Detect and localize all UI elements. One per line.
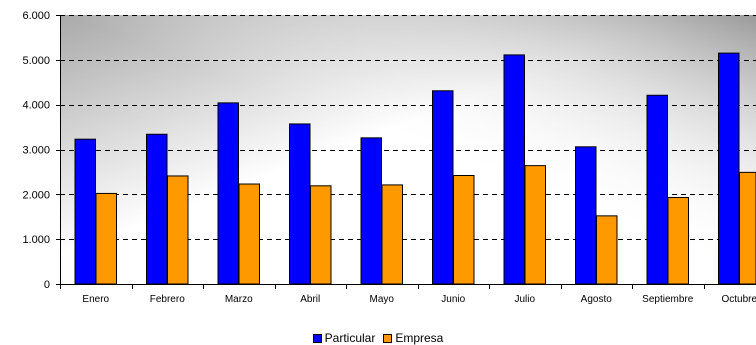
- bar-empresa-marzo: [238, 183, 260, 285]
- axis-labels: 0 1.000 2.000 3.000 4.000 5.000 6.000 Enero Febr…: [22, 10, 756, 305]
- y-tick-label: 6.000: [22, 10, 50, 22]
- legend-swatch-particular: [312, 333, 322, 343]
- bar-particular-enero: [74, 138, 96, 285]
- bar-empresa-julio: [524, 165, 546, 285]
- x-tick-label: Julio: [514, 294, 535, 305]
- bar-particular-abril: [289, 123, 311, 285]
- bar-particular-junio: [432, 90, 454, 285]
- bar-empresa-mayo: [381, 184, 403, 285]
- bar-particular-julio: [503, 54, 525, 285]
- legend-label-particular: Particular: [324, 331, 376, 345]
- bar-particular-agosto: [575, 146, 597, 285]
- x-tick-label: Junio: [441, 294, 465, 305]
- legend-item-empresa: Empresa: [383, 331, 443, 345]
- bar-particular-mayo: [360, 137, 382, 285]
- bar-empresa-agosto: [596, 215, 618, 285]
- y-tick-label: 0: [44, 279, 50, 291]
- bar-empresa-octubre: [739, 171, 756, 285]
- bars: [74, 52, 756, 285]
- bar-empresa-septiembre: [667, 196, 689, 285]
- axes: [56, 15, 756, 289]
- legend-label-empresa: Empresa: [395, 331, 444, 345]
- bar-particular-septiembre: [646, 94, 668, 285]
- legend-swatch-empresa: [383, 333, 393, 343]
- bar-particular-marzo: [217, 102, 239, 285]
- x-tick-label: Marzo: [225, 294, 253, 305]
- y-tick-label: 5.000: [22, 55, 50, 67]
- legend-item-particular: Particular: [312, 331, 376, 345]
- bar-empresa-febrero: [167, 175, 189, 285]
- x-tick-label: Mayo: [370, 294, 395, 305]
- x-tick-label: Febrero: [150, 294, 185, 305]
- x-tick-label: Septiembre: [642, 294, 694, 305]
- y-tick-label: 2.000: [22, 189, 50, 201]
- x-tick-label: Enero: [82, 294, 109, 305]
- y-tick-label: 1.000: [22, 234, 50, 246]
- bar-empresa-enero: [95, 192, 117, 285]
- gridlines: [60, 15, 756, 240]
- x-tick-label: Abril: [300, 294, 320, 305]
- bar-particular-febrero: [146, 133, 168, 285]
- legend: Particular Empresa: [0, 331, 756, 345]
- x-tick-label: Agosto: [581, 294, 613, 305]
- bar-particular-octubre: [718, 52, 740, 285]
- y-tick-label: 4.000: [22, 100, 50, 112]
- y-tick-label: 3.000: [22, 145, 50, 157]
- plot-area: [60, 15, 756, 284]
- bar-empresa-abril: [310, 185, 332, 285]
- x-tick-label: Octubre: [721, 294, 756, 305]
- bar-empresa-junio: [453, 175, 475, 285]
